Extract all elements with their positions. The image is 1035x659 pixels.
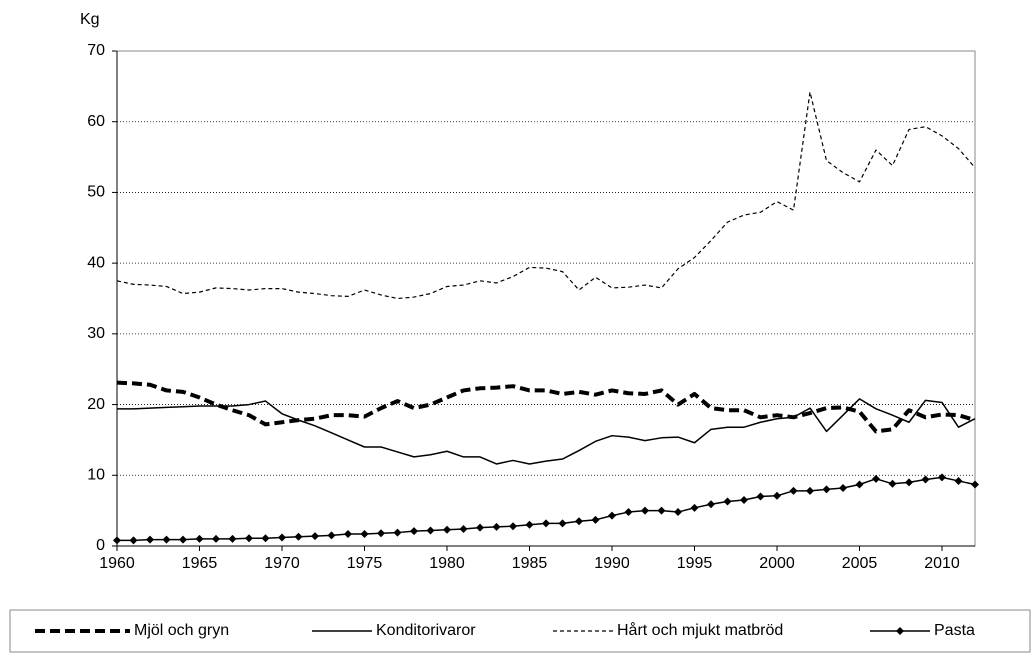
point-marker [674,508,682,517]
point-marker [921,475,930,484]
x-tick-label: 2010 [924,555,960,572]
point-marker [195,534,204,543]
y-tick-label: 50 [87,184,105,201]
point-marker [327,531,336,540]
y-tick-label: 70 [87,42,105,59]
point-marker [360,529,369,538]
y-tick-label: 10 [87,467,105,484]
y-tick-label: 30 [87,325,105,342]
point-marker [294,532,303,541]
point-marker [641,506,649,515]
x-tick-label: 1970 [264,555,300,572]
point-marker [377,529,385,538]
point-marker [162,535,171,544]
point-marker [822,485,831,494]
point-marker [888,479,897,488]
point-marker [426,526,435,535]
y-axis-label: Kg [80,11,100,28]
legend-label: Konditorivaror [376,622,476,639]
series-line [116,91,976,300]
point-marker [129,536,138,545]
legend-label: Mjöl och gryn [134,622,229,639]
point-marker [839,484,847,493]
x-tick-label: 1990 [594,555,630,572]
plot-frame [116,50,976,547]
point-marker [146,535,154,544]
point-marker [872,474,880,483]
series-line [117,476,976,542]
point-marker [278,533,286,542]
series-line [116,380,976,434]
point-marker [113,536,121,545]
point-marker [723,497,732,506]
y-tick-label: 60 [87,113,105,130]
point-marker [443,525,451,534]
x-tick-label: 2005 [842,555,878,572]
series-line [117,398,976,465]
point-marker [690,503,699,512]
point-marker [806,486,814,495]
legend-box [9,609,1031,653]
legend-label: Hårt och mjukt matbröd [617,621,783,639]
point-marker [492,522,501,531]
point-marker [773,491,781,500]
y-tick-label: 20 [87,396,105,413]
point-marker [311,532,319,541]
point-marker [179,535,187,544]
point-marker [459,525,468,534]
x-tick-label: 2000 [759,555,795,572]
point-marker [476,523,484,532]
point-marker [591,515,600,524]
point-marker [261,534,270,543]
point-marker [509,522,517,531]
point-marker [971,480,979,489]
legend-marker [896,627,904,635]
point-marker [410,527,418,536]
x-tick-label: 1965 [182,555,218,572]
x-tick-label: 1980 [429,555,465,572]
y-tick-label: 40 [87,254,105,271]
point-marker [789,486,798,495]
x-tick-label: 1995 [677,555,713,572]
point-marker [344,529,352,538]
x-tick-label: 1985 [512,555,548,572]
point-marker [954,476,963,485]
point-marker [393,528,402,537]
point-marker [657,506,666,515]
point-marker [938,473,946,482]
point-marker [756,492,765,501]
point-marker [575,517,583,526]
x-tick-label: 1975 [347,555,383,572]
legend-label: Pasta [934,622,975,639]
point-marker [212,534,220,543]
y-tick-label: 0 [96,537,105,554]
point-marker [624,508,633,517]
point-marker [855,480,864,489]
x-tick-label: 1960 [99,555,135,572]
point-marker [228,534,237,543]
point-marker [525,520,534,529]
point-marker [558,519,567,528]
point-marker [245,534,253,543]
point-marker [707,500,715,509]
point-marker [608,511,616,520]
point-marker [905,478,913,487]
point-marker [740,496,748,505]
point-marker [542,519,550,528]
